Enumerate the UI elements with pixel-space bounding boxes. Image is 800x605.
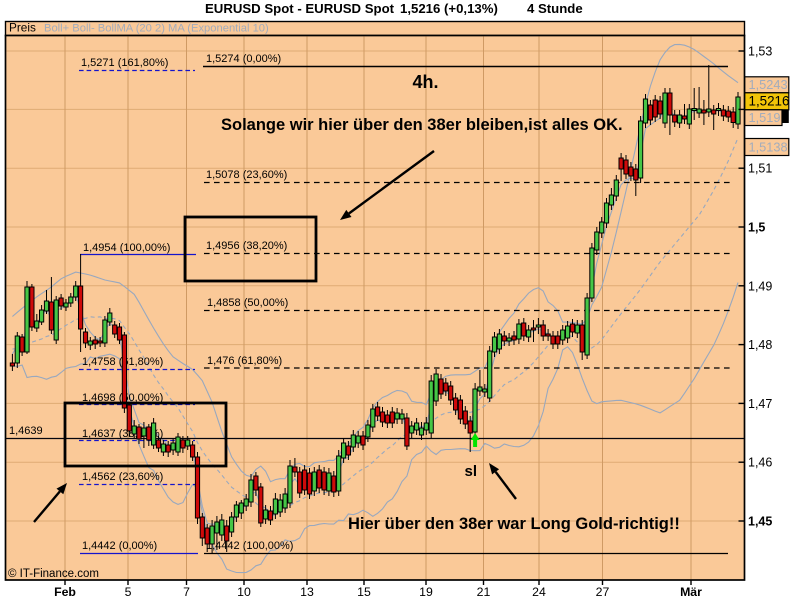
svg-text:1,5138: 1,5138 (749, 139, 788, 154)
svg-text:1,5271 (161,80%): 1,5271 (161,80%) (81, 57, 168, 69)
svg-text:Solange wir hier über den 38er: Solange wir hier über den 38er bleiben,i… (221, 116, 623, 134)
svg-text:13: 13 (300, 585, 314, 599)
svg-text:sl: sl (465, 463, 478, 480)
svg-text:1,4858 (50,00%): 1,4858 (50,00%) (207, 297, 288, 309)
svg-text:1,5243: 1,5243 (749, 77, 788, 92)
svg-text:4h.: 4h. (413, 72, 439, 92)
svg-text:1,5216: 1,5216 (749, 94, 790, 109)
svg-text:24: 24 (532, 585, 546, 599)
svg-text:1,48: 1,48 (748, 338, 772, 352)
svg-text:1,47: 1,47 (748, 397, 772, 411)
svg-text:21: 21 (477, 585, 491, 599)
svg-text:1,4442 (100,00%): 1,4442 (100,00%) (206, 540, 293, 552)
svg-text:Boll+ Boll- BollMA (20 2): Boll+ Boll- BollMA (20 2) (44, 23, 165, 35)
svg-text:7: 7 (183, 585, 190, 599)
svg-text:1,49: 1,49 (748, 279, 772, 293)
svg-text:1,53: 1,53 (748, 45, 772, 59)
svg-text:1,519: 1,519 (749, 110, 781, 125)
svg-text:1,4954 (100,00%): 1,4954 (100,00%) (83, 242, 170, 254)
svg-text:1,4562 (23,60%): 1,4562 (23,60%) (82, 471, 163, 483)
svg-text:1,4639: 1,4639 (9, 425, 43, 437)
svg-text:1,51: 1,51 (748, 162, 772, 176)
svg-text:1,4442 (0,00%): 1,4442 (0,00%) (82, 540, 157, 552)
svg-text:1,45: 1,45 (748, 515, 772, 529)
svg-text:EURUSD Spot - EURUSD Spot: EURUSD Spot - EURUSD Spot (205, 1, 395, 16)
svg-text:MA (Exponential 10): MA (Exponential 10) (168, 23, 269, 35)
svg-text:19: 19 (419, 585, 433, 599)
svg-text:1,476 (61,80%): 1,476 (61,80%) (207, 355, 282, 367)
svg-text:Hier über den 38er war Long Go: Hier über den 38er war Long Gold-richtig… (348, 515, 680, 533)
svg-text:Feb: Feb (54, 585, 76, 599)
svg-text:1,5274 (0,00%): 1,5274 (0,00%) (206, 53, 281, 65)
svg-text:1,46: 1,46 (748, 456, 772, 470)
svg-text:1,5: 1,5 (748, 221, 765, 235)
svg-text:15: 15 (357, 585, 371, 599)
svg-text:1,4956 (38,20%): 1,4956 (38,20%) (206, 240, 287, 252)
svg-text:1,5216 (+0,13%): 1,5216 (+0,13%) (400, 1, 498, 16)
svg-text:Preis: Preis (9, 21, 36, 35)
svg-text:Mär: Mär (680, 585, 702, 599)
svg-text:© IT-Finance.com: © IT-Finance.com (8, 568, 99, 580)
svg-text:10: 10 (237, 585, 251, 599)
svg-text:1,5078 (23,60%): 1,5078 (23,60%) (206, 169, 287, 181)
svg-text:5: 5 (125, 585, 132, 599)
svg-text:27: 27 (596, 585, 610, 599)
svg-text:4 Stunde: 4 Stunde (527, 1, 583, 16)
